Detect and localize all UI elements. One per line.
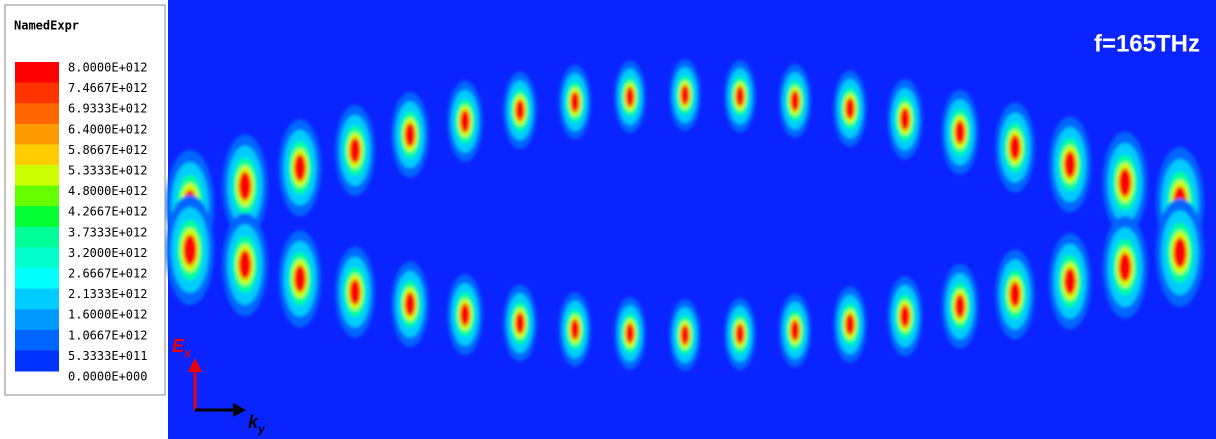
field-lobe: [954, 120, 966, 145]
legend-swatch: [15, 185, 59, 207]
legend-swatch: [15, 206, 59, 228]
field-lobe: [238, 250, 252, 280]
legend-swatch: [15, 329, 59, 351]
field-lobe: [1118, 252, 1132, 282]
field-lobe: [404, 122, 416, 147]
legend-label: 5.8667E+012: [68, 143, 147, 157]
field-lobe: [1009, 134, 1021, 161]
legend-swatch: [15, 350, 59, 372]
field-lobe: [238, 171, 252, 201]
field-lobe: [515, 312, 525, 334]
field-lobe: [1064, 267, 1076, 295]
legend-label: 2.6667E+012: [68, 267, 147, 281]
legend-swatch: [15, 226, 59, 248]
field-lobe: [790, 90, 800, 112]
legend-title: NamedExpr: [14, 19, 79, 33]
field-lobe: [570, 319, 580, 340]
field-lobe: [570, 91, 580, 113]
field-lobe: [460, 303, 470, 326]
field-plot: [166, 59, 1204, 371]
legend-label: 4.2667E+012: [68, 205, 147, 219]
legend-label: 3.2000E+012: [68, 246, 147, 260]
legend-label: 4.8000E+012: [68, 184, 147, 198]
legend-swatch: [15, 123, 59, 145]
field-lobe: [294, 265, 306, 293]
k-arrow-head: [233, 403, 246, 417]
legend-swatch: [15, 62, 59, 84]
field-lobe: [900, 305, 910, 328]
field-lobe: [294, 154, 306, 182]
legend-label: 5.3333E+011: [68, 349, 147, 363]
field-lobe: [460, 110, 470, 133]
field-lobe: [625, 86, 635, 108]
field-lobe: [349, 137, 361, 164]
legend-label: 6.4000E+012: [68, 122, 147, 136]
field-lobe: [1009, 281, 1021, 307]
legend-label: 1.6000E+012: [68, 308, 147, 322]
field-lobe: [1064, 151, 1076, 178]
field-lobe: [625, 323, 635, 344]
field-lobe: [183, 234, 197, 266]
e-label: Ex: [172, 336, 192, 360]
field-lobe: [900, 107, 910, 131]
legend-label: 0.0000E+000: [68, 370, 147, 384]
field-lobe: [680, 324, 690, 346]
field-lobe: [404, 292, 416, 317]
legend-label: 1.0667E+012: [68, 328, 147, 342]
field-lobe: [515, 99, 525, 122]
field-lobe: [680, 85, 690, 106]
field-lobe: [735, 323, 745, 345]
field-lobe: [1173, 237, 1187, 268]
field-lobe: [349, 279, 361, 305]
field-lobe: [954, 294, 966, 319]
legend-swatch: [15, 165, 59, 187]
field-lobe: [845, 97, 855, 120]
legend-swatch: [15, 103, 59, 125]
e-arrow-head: [188, 358, 202, 372]
frequency-annotation: f=165THz: [1094, 30, 1200, 57]
legend-label: 6.9333E+012: [68, 102, 147, 116]
field-lobe: [1118, 168, 1132, 198]
legend-swatch: [15, 144, 59, 166]
legend-label: 2.1333E+012: [68, 287, 147, 301]
legend-swatch: [15, 268, 59, 290]
legend-label: 5.3333E+012: [68, 164, 147, 178]
legend-swatch: [15, 309, 59, 331]
legend: 8.0000E+012 7.4667E+012 6.9333E+012 6.4000E…: [15, 61, 147, 384]
field-lobe: [845, 313, 855, 336]
field-lobe: [790, 320, 800, 341]
legend-label: 8.0000E+012: [68, 61, 147, 75]
field-lobe: [735, 86, 745, 107]
legend-label: 7.4667E+012: [68, 81, 147, 95]
legend-swatch: [15, 288, 59, 310]
legend-label: 3.7333E+012: [68, 225, 147, 239]
k-label: ky: [248, 412, 266, 436]
legend-swatch: [15, 247, 59, 269]
legend-swatch: [15, 82, 59, 104]
